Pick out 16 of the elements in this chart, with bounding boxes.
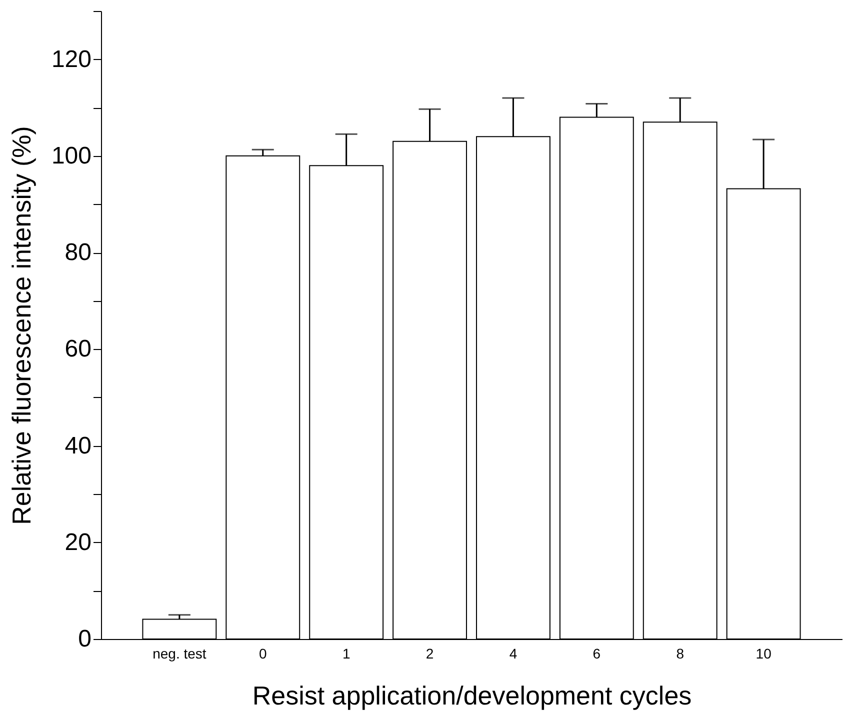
y-tick-label: 120: [51, 46, 92, 73]
y-tick-label: 20: [64, 528, 92, 556]
y-tick-label: 80: [64, 239, 92, 266]
x-tick-label: 6: [592, 646, 601, 662]
y-axis-title: Relative fluorescence intensity (%): [6, 126, 36, 525]
x-axis-title: Resist application/development cycles: [252, 680, 692, 710]
x-tick-label: 0: [258, 646, 267, 662]
x-tick-label: 2: [426, 646, 434, 662]
x-tick-label: 10: [756, 646, 772, 662]
y-tick-label: 40: [64, 432, 92, 460]
x-tick-label: 1: [342, 646, 350, 662]
x-tick-label: 4: [509, 646, 518, 662]
y-tick-label: 100: [51, 142, 92, 170]
y-tick-label: 60: [64, 336, 92, 363]
x-tick-label: neg. test: [152, 646, 206, 662]
x-tick-label: 8: [676, 646, 684, 662]
